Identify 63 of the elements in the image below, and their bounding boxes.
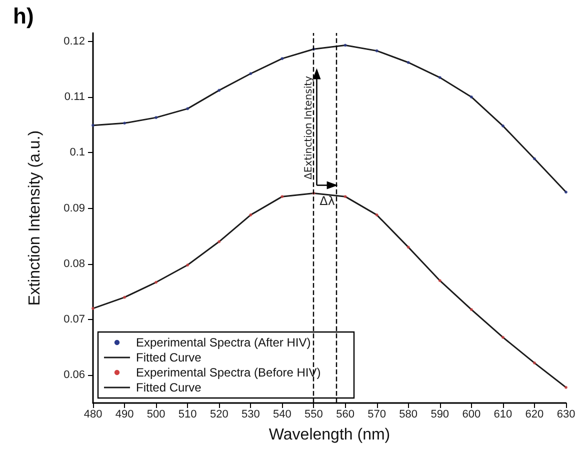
point: [406, 246, 410, 249]
x-tick-label: 630: [556, 408, 576, 420]
x-tick-label: 570: [368, 408, 386, 420]
point: [564, 190, 568, 194]
point: [375, 49, 378, 52]
x-tick-label: 610: [494, 408, 512, 420]
point: [249, 72, 252, 76]
point: [123, 296, 126, 299]
x-tick-label: 500: [146, 408, 166, 420]
x-tick-label: 540: [273, 408, 292, 420]
legend-label: Fitted Curve: [136, 380, 202, 394]
y-tick-label: 0.06: [64, 369, 85, 382]
point: [218, 240, 221, 244]
legend-label: Experimental Spectra (Before HIV): [136, 366, 321, 380]
x-axis-title: Wavelength (nm): [268, 426, 390, 444]
point: [438, 279, 442, 282]
point: [564, 386, 568, 389]
y-tick-label: 0.11: [64, 90, 85, 103]
x-tick-label: 480: [84, 408, 102, 420]
point: [344, 44, 347, 47]
point: [186, 264, 190, 267]
point: [470, 95, 473, 98]
point: [532, 361, 536, 364]
x-tick-label: 590: [430, 408, 450, 420]
y-tick-label: 0.08: [64, 258, 85, 270]
y-tick-label: 0.1: [70, 146, 85, 159]
y-tick-label: 0.12: [64, 35, 85, 48]
legend-label: Experimental Spectra (After HIV): [136, 336, 311, 350]
annotation: ΔExtinction Intensity: [304, 76, 315, 180]
x-tick-label: 560: [336, 408, 354, 420]
point: [470, 308, 473, 312]
x-tick-label: 510: [178, 408, 197, 420]
point: [406, 60, 410, 64]
annotation: Δλ: [320, 194, 335, 208]
chart-title: h): [13, 4, 34, 28]
point: [438, 76, 442, 80]
point: [154, 116, 158, 120]
point: [532, 157, 536, 160]
y-tick-label: 0.07: [64, 314, 85, 326]
x-tick-label: 490: [115, 408, 134, 420]
point: [280, 57, 284, 60]
point: [92, 306, 94, 310]
x-tick-label: 600: [462, 408, 481, 420]
point: [249, 213, 252, 216]
legend-label: Fitted Curve: [136, 350, 202, 364]
x-tick-label: 530: [241, 408, 260, 420]
x-tick-label: 520: [210, 408, 228, 420]
point: [123, 122, 126, 125]
point: [218, 88, 221, 92]
point: [501, 124, 504, 128]
line-series: [92, 44, 567, 193]
y-axis-title: Extinction Intensity (a.u.): [26, 130, 44, 306]
point: [186, 107, 190, 110]
point: [154, 280, 158, 284]
y-tick-label: 0.09: [64, 202, 85, 214]
x-tick-label: 620: [525, 408, 544, 420]
point: [375, 213, 378, 216]
point: [501, 336, 504, 339]
point: [280, 195, 284, 198]
x-tick-label: 580: [399, 408, 418, 420]
point: [92, 124, 94, 127]
x-tick-label: 550: [304, 408, 323, 420]
point: [344, 195, 347, 198]
